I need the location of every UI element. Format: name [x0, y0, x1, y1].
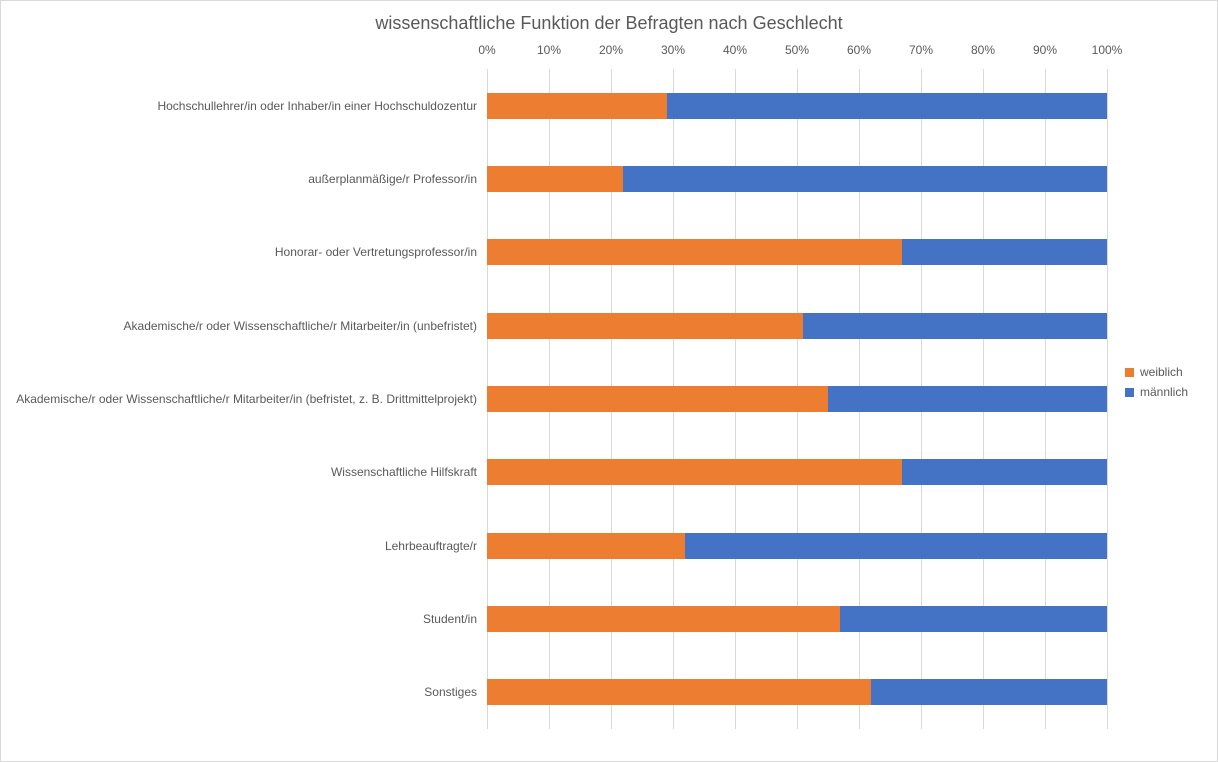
x-axis-labels: 0%10%20%30%40%50%60%70%80%90%100% [487, 43, 1107, 63]
bar-row [487, 459, 1107, 485]
legend-item-weiblich: weiblich [1125, 365, 1188, 379]
bar-segment-maennlich [685, 533, 1107, 559]
legend-label: weiblich [1140, 365, 1183, 379]
x-tick-label: 30% [661, 43, 685, 57]
x-tick-label: 10% [537, 43, 561, 57]
x-tick-label: 20% [599, 43, 623, 57]
legend-swatch [1125, 368, 1134, 377]
bar-segment-maennlich [871, 679, 1107, 705]
bar-row [487, 679, 1107, 705]
category-label: Hochschullehrer/in oder Inhaber/in einer… [157, 99, 477, 113]
x-tick-label: 0% [478, 43, 495, 57]
bar-row [487, 166, 1107, 192]
category-label: Akademische/r oder Wissenschaftliche/r M… [124, 319, 477, 333]
x-tick-label: 100% [1092, 43, 1123, 57]
x-tick-label: 80% [971, 43, 995, 57]
category-label: Honorar- oder Vertretungsprofessor/in [275, 245, 477, 259]
bar-segment-maennlich [902, 459, 1107, 485]
bar-segment-maennlich [623, 166, 1107, 192]
bar-segment-weiblich [487, 459, 902, 485]
bar-segment-weiblich [487, 239, 902, 265]
legend-item-maennlich: männlich [1125, 385, 1188, 399]
bar-segment-weiblich [487, 606, 840, 632]
legend: weiblich männlich [1125, 365, 1188, 405]
bar-row [487, 313, 1107, 339]
x-tick-label: 60% [847, 43, 871, 57]
plot-area [487, 69, 1107, 729]
category-label: Lehrbeauftragte/r [385, 539, 477, 553]
category-label: Student/in [423, 612, 477, 626]
category-label: Wissenschaftliche Hilfskraft [331, 465, 477, 479]
chart-title: wissenschaftliche Funktion der Befragten… [1, 13, 1217, 34]
bar-segment-weiblich [487, 166, 623, 192]
bar-row [487, 606, 1107, 632]
chart-container: wissenschaftliche Funktion der Befragten… [0, 0, 1218, 762]
bar-segment-maennlich [828, 386, 1107, 412]
legend-label: männlich [1140, 385, 1188, 399]
bar-segment-maennlich [902, 239, 1107, 265]
bar-row [487, 386, 1107, 412]
bar-row [487, 533, 1107, 559]
bar-row [487, 239, 1107, 265]
bar-segment-maennlich [803, 313, 1107, 339]
x-tick-label: 90% [1033, 43, 1057, 57]
category-label: Akademische/r oder Wissenschaftliche/r M… [16, 392, 477, 406]
bar-row [487, 93, 1107, 119]
legend-swatch [1125, 388, 1134, 397]
bar-segment-maennlich [667, 93, 1107, 119]
x-tick-label: 50% [785, 43, 809, 57]
bar-segment-weiblich [487, 313, 803, 339]
x-tick-label: 40% [723, 43, 747, 57]
bar-segment-maennlich [840, 606, 1107, 632]
bar-segment-weiblich [487, 533, 685, 559]
gridline [1107, 69, 1108, 729]
category-label: Sonstiges [424, 685, 477, 699]
category-label: außerplanmäßige/r Professor/in [308, 172, 477, 186]
bar-segment-weiblich [487, 679, 871, 705]
bar-segment-weiblich [487, 386, 828, 412]
x-tick-label: 70% [909, 43, 933, 57]
bar-segment-weiblich [487, 93, 667, 119]
